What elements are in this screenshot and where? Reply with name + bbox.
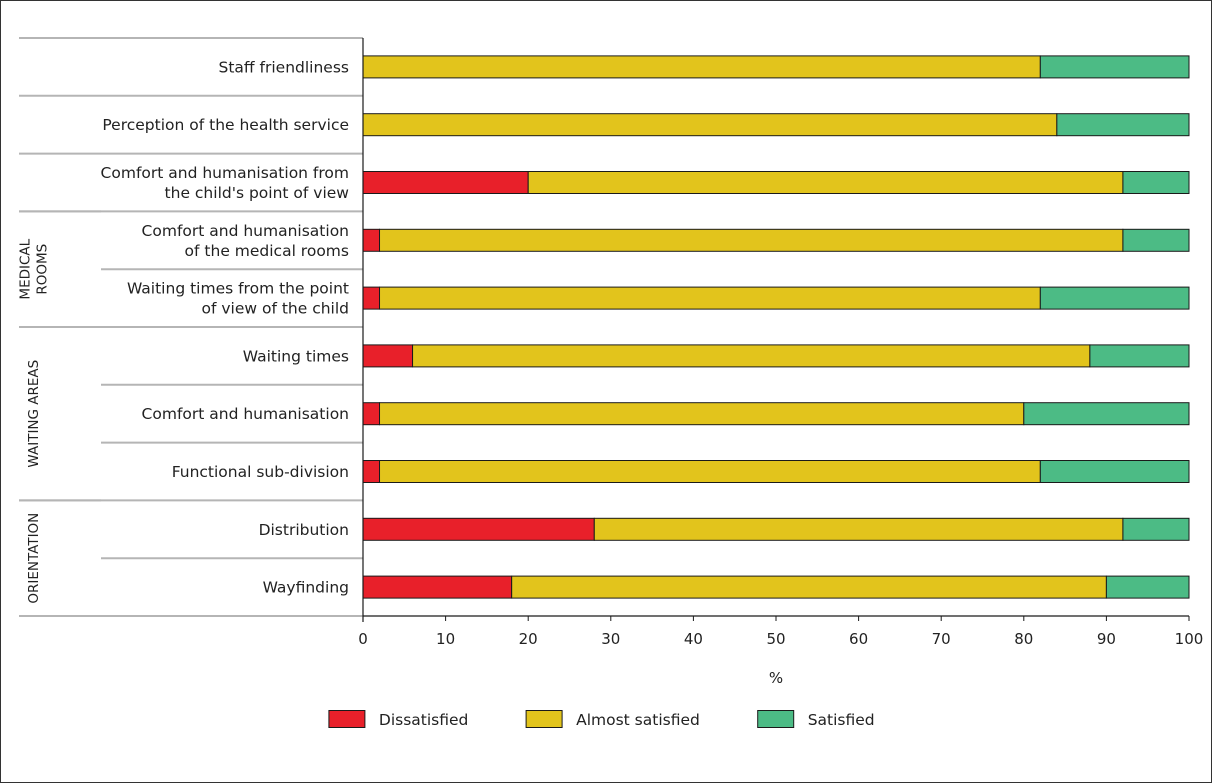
- bar-dissatisfied: [362, 517, 595, 541]
- bar-satisfied: [1122, 171, 1190, 194]
- category-label: Comfort and humanisation of the medical r…: [142, 222, 349, 260]
- bar-almost-satisfied: [379, 402, 1025, 426]
- x-tick-label: 30: [601, 630, 620, 648]
- bar-almost-satisfied: [362, 55, 1041, 79]
- category-label: Wayfinding: [263, 579, 349, 597]
- bar-satisfied: [1105, 575, 1190, 599]
- x-tick-label: 70: [932, 630, 951, 648]
- legend-swatch: [328, 710, 366, 728]
- category-label: Staff friendliness: [219, 58, 349, 76]
- legend-label: Dissatisfied: [379, 711, 469, 729]
- bar-series: [362, 55, 1190, 599]
- category-label: Functional sub-division: [172, 463, 349, 481]
- x-tick-label: 80: [1014, 630, 1033, 648]
- bar-dissatisfied: [362, 402, 381, 426]
- bar-dissatisfied: [362, 171, 529, 194]
- bar-almost-satisfied: [412, 344, 1091, 368]
- x-tick-label: 50: [766, 630, 785, 648]
- bar-satisfied: [1039, 55, 1190, 79]
- x-tick-label: 20: [519, 630, 538, 648]
- category-groups: MEDICALROOMS WAITING AREAS ORIENTATION: [18, 210, 101, 604]
- x-tick-label: 10: [436, 630, 455, 648]
- bar-almost-satisfied: [593, 517, 1124, 541]
- legend-item-dissatisfied: Dissatisfied: [328, 710, 469, 729]
- bar-dissatisfied: [362, 460, 381, 483]
- legend-item-satisfied: Satisfied: [757, 710, 875, 729]
- bar-satisfied: [1056, 113, 1190, 137]
- legend-item-almost-satisfied: Almost satisfied: [525, 710, 700, 729]
- bar-almost-satisfied: [379, 286, 1041, 310]
- x-tick-label: 40: [684, 630, 703, 648]
- bar-dissatisfied: [362, 228, 381, 252]
- legend-swatch: [757, 710, 795, 728]
- bar-almost-satisfied: [511, 575, 1107, 599]
- bar-satisfied: [1122, 228, 1190, 252]
- x-tick-label: 100: [1175, 630, 1204, 648]
- bar-dissatisfied: [362, 344, 414, 368]
- x-tick-label: 90: [1097, 630, 1116, 648]
- bar-satisfied: [1122, 517, 1190, 541]
- bar-almost-satisfied: [379, 460, 1041, 483]
- category-label: Perception of the health service: [102, 116, 349, 134]
- bar-satisfied: [1089, 344, 1190, 368]
- bar-satisfied: [1039, 286, 1190, 310]
- x-axis: % 0 10 20 30 40 50 60 70 80 90 100: [358, 38, 1203, 687]
- legend-swatch: [525, 710, 563, 728]
- category-label: Waiting times from the point of view of t…: [127, 280, 349, 318]
- bar-satisfied: [1023, 402, 1190, 426]
- bar-satisfied: [1039, 460, 1190, 483]
- legend: Dissatisfied Almost satisfied Satisfied: [328, 710, 875, 729]
- category-labels: Staff friendliness Perception of the heal…: [101, 58, 350, 596]
- x-tick-label: 0: [358, 630, 368, 648]
- category-label: Distribution: [259, 521, 349, 539]
- category-label: Comfort and humanisation: [142, 405, 349, 423]
- group-label: ORIENTATION: [26, 513, 42, 604]
- x-tick-label: 60: [849, 630, 868, 648]
- bar-almost-satisfied: [527, 171, 1124, 194]
- x-axis-title: %: [769, 669, 783, 687]
- category-label: Waiting times: [243, 347, 349, 365]
- legend-label: Almost satisfied: [576, 711, 700, 729]
- legend-label: Satisfied: [808, 711, 875, 729]
- bar-almost-satisfied: [379, 228, 1124, 252]
- bar-almost-satisfied: [362, 113, 1058, 137]
- category-label: Comfort and humanisation from the child's…: [101, 164, 350, 202]
- bar-dissatisfied: [362, 575, 513, 599]
- group-label: MEDICALROOMS: [18, 238, 51, 299]
- bar-dissatisfied: [362, 286, 381, 310]
- group-label: WAITING AREAS: [26, 360, 42, 468]
